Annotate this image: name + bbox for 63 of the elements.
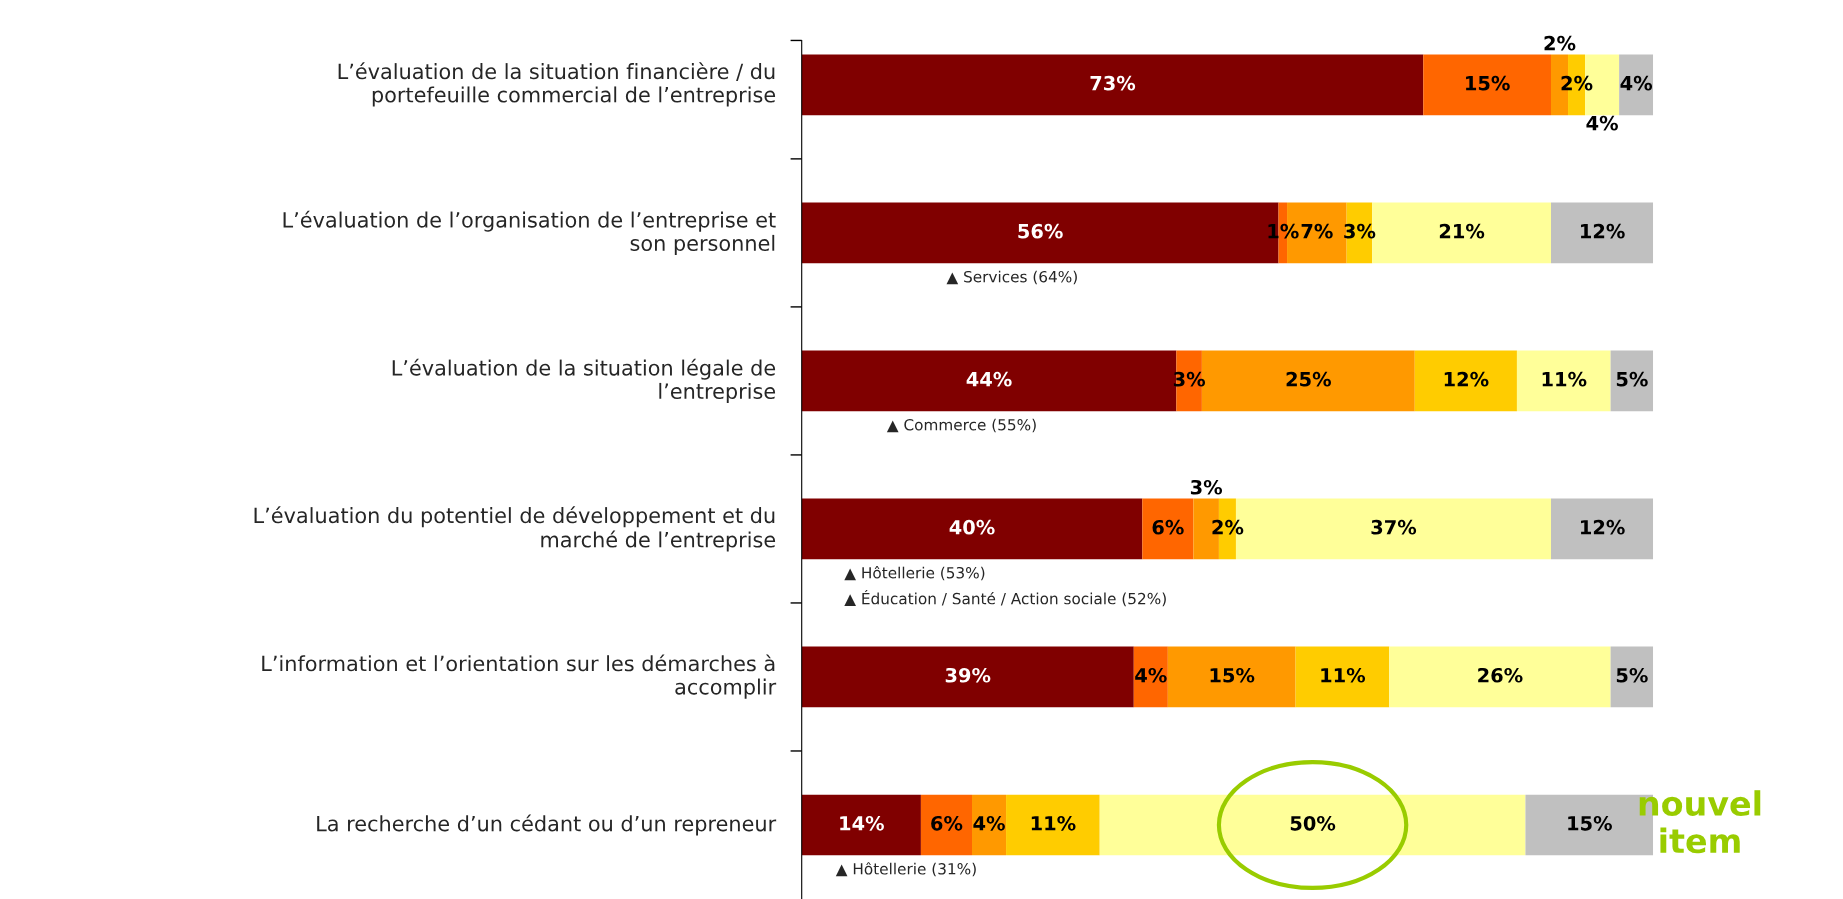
data-label: 12%: [1581, 223, 1625, 239]
bar: [1551, 498, 1654, 560]
y-tick-label: L’évaluation de la situation financière / du portefeuille commercial de l’entreprise: [338, 62, 776, 107]
bar: [801, 794, 921, 856]
annotation: ▲ Éducation / Santé / Action sociale (52%): [844, 590, 1166, 607]
y-tick-label: L’information et l’orientation sur les démarches à accomplir: [262, 654, 777, 699]
data-label: 12%: [1444, 371, 1489, 387]
y-tick-label: La recherche d’un cédant ou d’un repreneur: [317, 814, 777, 836]
annotation: ▲ Services (64%): [946, 270, 1077, 285]
bar: [1006, 794, 1100, 856]
bar: [801, 498, 1143, 560]
bar: [1414, 350, 1517, 412]
annotation: nouvel item: [1639, 790, 1761, 854]
data-label: 15%: [1210, 667, 1255, 683]
data-label: 6%: [1152, 519, 1184, 535]
data-label: 39%: [945, 667, 991, 683]
data-label: 5%: [1616, 371, 1648, 387]
data-label: 4%: [1586, 115, 1618, 131]
data-label: 4%: [1135, 667, 1167, 683]
data-label: 6%: [931, 815, 963, 831]
data-label: 12%: [1581, 519, 1625, 535]
data-label: 26%: [1478, 667, 1523, 683]
bar: [920, 794, 972, 856]
bar: [1610, 646, 1654, 708]
bar: [1551, 202, 1654, 264]
data-label: 21%: [1439, 223, 1485, 239]
annotation: ▲ Hôtellerie (31%): [835, 862, 976, 877]
data-label: 37%: [1371, 519, 1417, 535]
y-tick-label: L’évaluation de la situation légale de l’entreprise: [392, 358, 776, 404]
data-label: 50%: [1290, 815, 1336, 831]
bar: [1389, 646, 1611, 708]
data-label: 3%: [1173, 371, 1206, 387]
data-label: 40%: [949, 519, 995, 535]
data-label: 73%: [1090, 75, 1136, 91]
bar: [1516, 350, 1611, 412]
data-label: 56%: [1018, 223, 1063, 239]
bar: [801, 54, 1424, 116]
y-tick-label: L’évaluation de l’organisation de l’entreprise et son personnel: [283, 210, 776, 256]
data-label: 44%: [966, 371, 1012, 387]
annotation: ▲ Hôtellerie (53%): [844, 566, 985, 581]
data-label: 7%: [1301, 223, 1333, 239]
bar: [801, 646, 1134, 708]
data-label: 25%: [1286, 371, 1331, 387]
data-label: 4%: [1620, 75, 1653, 91]
data-label: 15%: [1568, 815, 1612, 831]
bar: [1142, 498, 1194, 560]
bar: [1167, 646, 1296, 708]
bar: [1610, 350, 1654, 412]
data-label: 11%: [1321, 667, 1366, 683]
y-tick-label: L’évaluation du potentiel de développement et du marché de l’entreprise: [254, 506, 776, 552]
data-label: 11%: [1031, 815, 1076, 831]
data-label: 5%: [1616, 667, 1648, 683]
data-label: 2%: [1544, 35, 1576, 51]
data-label: 11%: [1542, 371, 1587, 387]
data-label: 14%: [840, 815, 884, 831]
annotation: ▲ Commerce (55%): [886, 418, 1036, 433]
bar: [1423, 54, 1551, 116]
data-label: 1%: [1268, 223, 1299, 239]
bar: [1295, 646, 1390, 708]
bar: [1619, 54, 1654, 116]
data-label: 15%: [1466, 75, 1510, 91]
data-label: 4%: [973, 815, 1005, 831]
data-label: 3%: [1190, 479, 1223, 495]
